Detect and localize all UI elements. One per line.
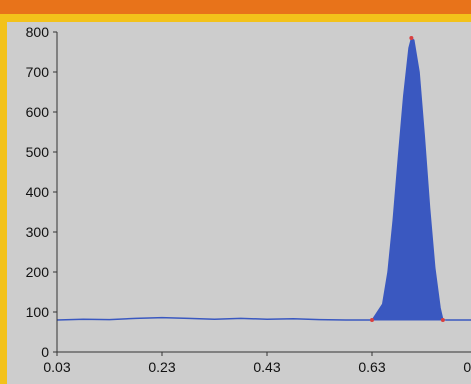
chart-marks: [56, 36, 471, 322]
x-tick-label-1: 0.23: [148, 359, 175, 375]
peak-marker-2: [440, 318, 445, 322]
x-tick-label-4: 0.83: [463, 359, 471, 375]
chromatogram-chart: 0 100 200 300 400 500 600 700 800 0.03 0.23 0.43 0.6…: [26, 24, 471, 375]
peak-marker-0: [370, 318, 374, 322]
x-tick-label-0: 0.03: [43, 359, 70, 375]
peak-marker-1: [409, 36, 414, 40]
chart-panel: 0 100 200 300 400 500 600 700 800 0.03 0.23 0.43 0.6…: [7, 22, 471, 384]
y-tick-label-4: 400: [26, 184, 50, 200]
y-tick-label-3: 300: [26, 224, 50, 240]
y-tick-label-6: 600: [26, 104, 50, 120]
x-tick-label-2: 0.43: [253, 359, 280, 375]
y-tick-label-2: 200: [26, 264, 50, 280]
y-tick-label-7: 700: [26, 64, 50, 80]
chart-tick-labels: 0 100 200 300 400 500 600 700 800 0.03 0.23 0.43 0.6…: [26, 24, 471, 375]
x-tick-label-3: 0.63: [358, 359, 385, 375]
y-tick-label-1: 100: [26, 304, 50, 320]
y-tick-label-0: 0: [41, 344, 49, 360]
y-tick-label-8: 800: [26, 24, 50, 40]
peak-area: [371, 37, 446, 321]
chart-axes: [53, 31, 471, 356]
y-tick-label-5: 500: [26, 144, 50, 160]
baseline-trace: [56, 316, 372, 321]
